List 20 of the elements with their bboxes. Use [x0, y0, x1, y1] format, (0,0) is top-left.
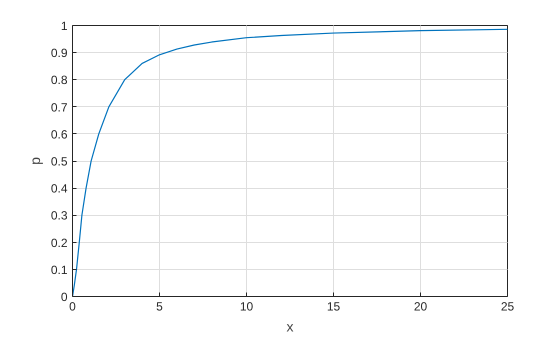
y-tick-label: 0.5	[50, 154, 68, 168]
y-tick-label: 1	[60, 19, 68, 33]
y-tick-label: 0.6	[50, 127, 68, 142]
y-tick-label: 0.2	[50, 236, 68, 250]
y-tick-label: 0.7	[50, 100, 68, 114]
x-axis-title: x	[286, 318, 294, 334]
x-tick-label: 15	[326, 300, 340, 314]
line-series	[72, 28, 508, 296]
y-tick-label: 0.8	[50, 73, 68, 88]
y-tick-label: 0.4	[50, 182, 68, 196]
y-tick-label: 0	[60, 290, 68, 304]
x-tick-label: 0	[69, 300, 76, 314]
x-tick-label: 25	[500, 300, 514, 314]
y-tick-label: 0.3	[50, 208, 68, 223]
x-tick-label: 10	[240, 300, 254, 314]
y-tick-label: 0.1	[50, 262, 68, 277]
x-tick-label: 20	[414, 300, 428, 314]
x-tick-label: 5	[156, 300, 164, 314]
y-axis-title: p	[26, 156, 43, 165]
y-tick-label: 0.9	[50, 46, 68, 60]
